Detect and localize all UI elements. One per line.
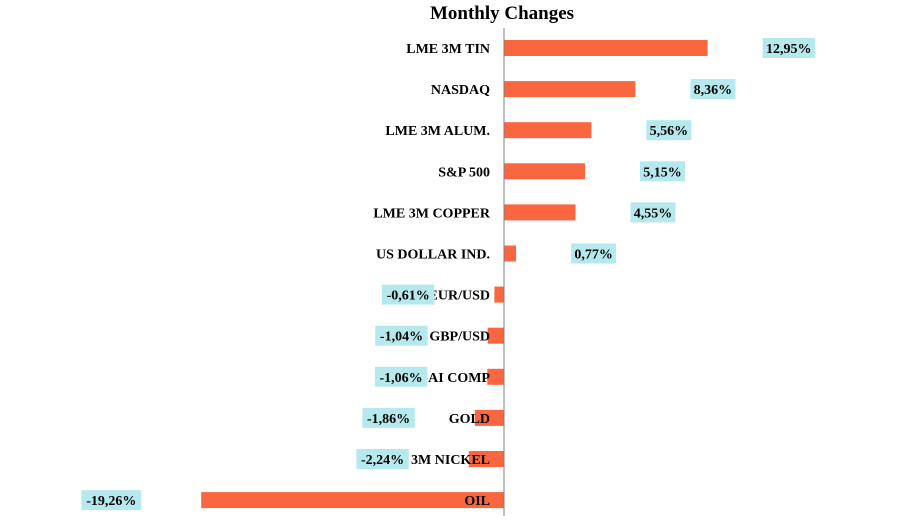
- category-label-s-p-500: S&P 500: [438, 165, 490, 180]
- bar-s-p-500: [504, 163, 585, 180]
- bar-gbp-usd: [487, 327, 504, 344]
- value-label-oil: -19,26%: [81, 490, 142, 511]
- value-label-lme-3m-tin: 12,95%: [762, 38, 815, 58]
- value-label-background: [630, 202, 676, 223]
- value-label-background: [762, 38, 815, 58]
- category-label-gbp-usd: GBP/USD: [429, 330, 490, 345]
- value-labels: 12,95% 8,36% 5,56% 5,15% 4,55% 0,77% -0,61% -1,…: [81, 38, 815, 511]
- category-label-oil: OIL: [464, 494, 490, 509]
- value-label-background: [375, 325, 428, 346]
- bar-lme-3m-tin: [504, 40, 708, 56]
- value-label-eur-usd: -0,61%: [382, 284, 435, 305]
- value-label-text: 0,77%: [574, 248, 613, 263]
- category-label-lme-3m-copper: LME 3M COPPER: [373, 206, 491, 221]
- bar-shangai-comp: [487, 368, 504, 385]
- bar-oil: [201, 492, 504, 509]
- value-label-text: -19,26%: [86, 494, 136, 509]
- value-label-background: [382, 284, 435, 305]
- category-label-gold: GOLD: [449, 412, 490, 427]
- value-label-text: -1,86%: [367, 412, 410, 427]
- category-labels: LME 3M TIN NASDAQ LME 3M ALUM. S&P 500 LME 3…: [373, 42, 491, 509]
- value-label-background: [640, 161, 685, 182]
- value-label-text: 8,36%: [694, 83, 733, 98]
- bar-us-dollar-ind: [504, 245, 517, 262]
- value-label-us-dollar-ind: 0,77%: [571, 243, 617, 264]
- value-label-text: -1,04%: [380, 330, 423, 345]
- category-label-nasdaq: NASDAQ: [431, 83, 490, 98]
- value-label-text: -0,61%: [387, 289, 430, 304]
- value-label-background: [571, 243, 617, 264]
- value-label-lme-3m-nickel: -2,24%: [356, 449, 409, 469]
- value-label-text: 12,95%: [766, 42, 812, 57]
- value-label-background: [690, 79, 736, 100]
- bars-layer: [201, 40, 708, 509]
- category-label-eur-usd: EUR/USD: [429, 289, 490, 304]
- value-label-text: -2,24%: [361, 453, 404, 468]
- value-label-gold: -1,86%: [362, 407, 415, 428]
- bar-lme-3m-nickel: [468, 451, 504, 467]
- value-label-text: 4,55%: [634, 206, 673, 221]
- chart-title: Monthly Changes: [430, 3, 574, 24]
- value-label-shangai-comp: -1,06%: [374, 366, 428, 387]
- value-label-text: 5,15%: [643, 165, 682, 180]
- value-label-lme-3m-copper: 4,55%: [630, 202, 676, 223]
- value-label-text: 5,56%: [650, 124, 689, 139]
- value-label-lme-3m-alum: 5,56%: [646, 120, 692, 141]
- bar-lme-3m-alum: [504, 122, 592, 139]
- bar-eur-usd: [494, 286, 504, 303]
- value-label-background: [81, 490, 142, 511]
- bar-gold: [474, 409, 504, 426]
- value-label-background: [356, 449, 409, 469]
- category-label-lme-3m-tin: LME 3M TIN: [406, 42, 490, 57]
- bar-lme-3m-copper: [504, 204, 576, 221]
- value-label-background: [374, 366, 428, 387]
- value-label-background: [362, 407, 415, 428]
- value-label-text: -1,06%: [380, 371, 423, 386]
- value-label-s-p-500: 5,15%: [640, 161, 685, 182]
- value-label-background: [646, 120, 692, 141]
- value-label-gbp-usd: -1,04%: [375, 325, 428, 346]
- value-label-nasdaq: 8,36%: [690, 79, 736, 100]
- bar-nasdaq: [504, 81, 636, 98]
- category-label-us-dollar-ind: US DOLLAR IND.: [376, 248, 490, 263]
- category-label-lme-3m-alum: LME 3M ALUM.: [385, 124, 490, 139]
